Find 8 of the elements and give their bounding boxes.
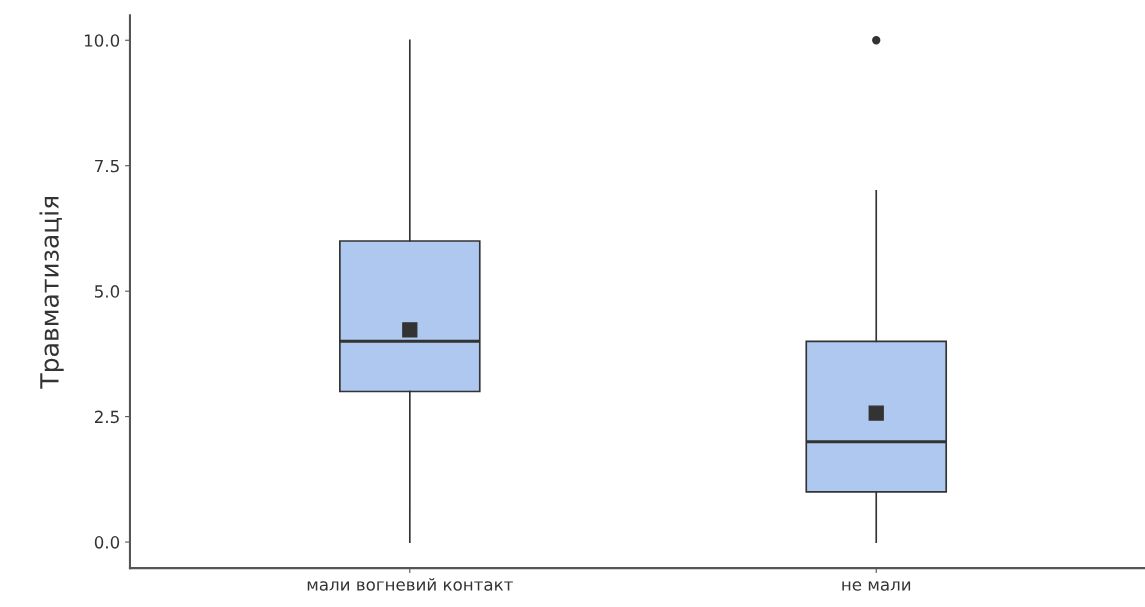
- y-axis-title: Травматизація: [39, 196, 64, 389]
- y-tick-label: 5.0: [95, 285, 120, 298]
- y-tick-label: 7.5: [95, 159, 119, 173]
- x-tick-label: не мали: [842, 581, 911, 591]
- y-tick-label: 0.0: [94, 536, 120, 549]
- x-tick-label: мали вогневий контакт: [307, 577, 513, 591]
- y-tick-label: 10.0: [84, 34, 120, 47]
- y-tick-label: 2.5: [94, 410, 119, 424]
